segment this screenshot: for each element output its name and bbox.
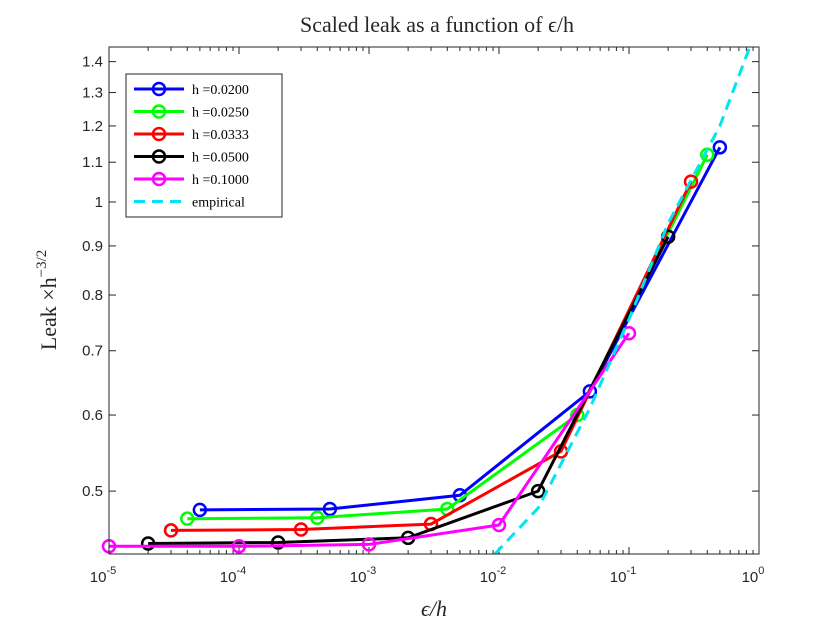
y-axis-label: Leak ×h−3/2 — [34, 250, 61, 351]
y-tick-label: 1.1 — [82, 154, 103, 171]
data-point — [231, 539, 247, 554]
plot-frame — [108, 46, 760, 555]
data-point — [180, 511, 195, 526]
data-point — [683, 174, 699, 189]
legend-entry-label: h =0.1000 — [192, 173, 249, 188]
chart-title: Scaled leak as a function of ϵ/h — [300, 12, 574, 37]
x-tick-label: 10-2 — [480, 565, 506, 586]
data-point — [310, 510, 325, 526]
y-tick-label: 0.8 — [82, 287, 103, 304]
series-line-5 — [493, 46, 752, 556]
y-tick-label: 1 — [95, 194, 103, 211]
data-point — [322, 501, 338, 517]
legend-entry-label: h =0.0200 — [192, 83, 249, 98]
x-axis-label: ϵ/h — [421, 596, 447, 621]
y-tick-label: 1.3 — [82, 85, 103, 102]
legend-swatch-marker — [151, 126, 167, 142]
data-point — [361, 537, 377, 552]
y-tick-label: 0.6 — [82, 407, 103, 424]
data-point — [530, 483, 546, 499]
data-point — [712, 140, 728, 155]
data-point — [293, 522, 309, 537]
axis-ticks: 10-5 10-4 10-3 10-2 10-1 100 0.5 0.6 0.7 0.8 0.9 1 1… — [82, 47, 764, 586]
svg-text:Leak ×h−3/2: Leak ×h−3/2 — [34, 250, 61, 351]
legend-swatch-marker — [151, 171, 167, 187]
data-point — [192, 502, 208, 518]
y-tick-label: 0.7 — [82, 343, 103, 360]
x-tick-label: 10-5 — [90, 565, 116, 586]
x-tick-label: 100 — [742, 565, 765, 586]
legend-entry-label: h =0.0500 — [192, 151, 249, 166]
data-point — [491, 517, 507, 533]
series-line-0 — [199, 146, 722, 512]
data-point — [140, 536, 156, 551]
y-tick-label: 1.2 — [82, 118, 103, 135]
legend-swatch-marker — [151, 149, 167, 164]
y-tick-label: 0.9 — [82, 238, 103, 255]
legend-box — [125, 73, 283, 218]
legend-swatch-marker — [151, 81, 167, 97]
data-point — [163, 523, 179, 538]
legend-entry-label: empirical — [192, 196, 245, 211]
legend-swatch-marker — [151, 104, 167, 119]
data-point — [582, 384, 598, 399]
y-tick-label: 1.4 — [82, 54, 103, 71]
y-axis-label-exponent: −3/2 — [34, 250, 50, 278]
data-point — [270, 535, 286, 550]
x-tick-label: 10-4 — [220, 565, 246, 586]
series-line-4 — [109, 332, 631, 548]
legend-entry-label: h =0.0333 — [192, 128, 249, 143]
y-axis-label-text: Leak ×h — [36, 277, 61, 350]
y-tick-label: 0.5 — [82, 483, 103, 500]
legend-entry-label: h =0.0250 — [192, 106, 249, 121]
legend: h =0.0200 h =0.0250 h =0.0333 h =0.0500 h =0… — [125, 73, 283, 218]
x-tick-label: 10-3 — [350, 565, 376, 586]
x-tick-label: 10-1 — [610, 565, 636, 586]
